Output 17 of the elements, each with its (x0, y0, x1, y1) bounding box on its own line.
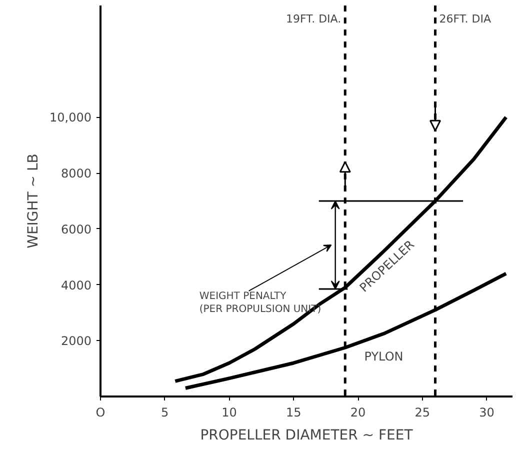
y-axis-title: WEIGHT ~ LB (26, 154, 42, 248)
y-tick-label: 8000 (60, 166, 92, 181)
x-tick-label: 15 (286, 406, 302, 420)
x-tick-label: 30 (479, 406, 494, 420)
y-tick-label: 4000 (60, 278, 92, 292)
x-tick-label: 25 (414, 406, 430, 420)
series-label: PYLON (364, 350, 404, 364)
ref-line-label: 26FT. DIA (439, 12, 492, 26)
y-tick-label: 6000 (60, 222, 92, 236)
x-axis-title: PROPELLER DIAMETER ~ FEET (200, 428, 414, 444)
x-tick-label: 10 (222, 406, 237, 420)
x-tick-label: O (96, 406, 106, 420)
y-tick-label: 2000 (60, 334, 92, 348)
ref-line-label: 19FT. DIA. (286, 12, 342, 26)
y-tick-label: 10,000 (50, 110, 92, 125)
x-tick-label: 5 (161, 406, 169, 420)
x-tick-label: 20 (350, 406, 366, 420)
